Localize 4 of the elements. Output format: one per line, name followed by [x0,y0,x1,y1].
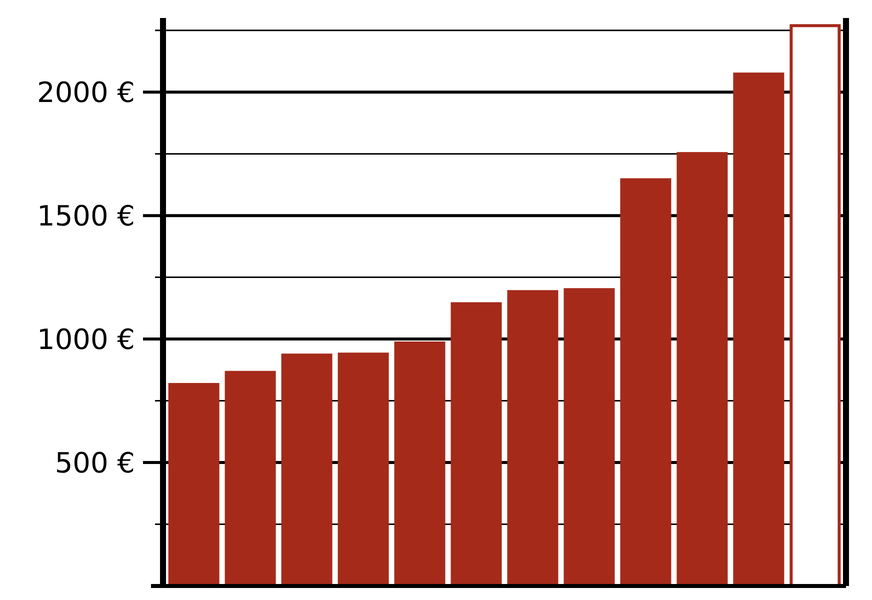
y-tick-label: 1000 € [37,322,135,356]
y-tick-label: 500 € [54,446,135,480]
y-tick-label: 2000 € [37,76,135,109]
y-tick-label: 1500 € [37,199,135,232]
